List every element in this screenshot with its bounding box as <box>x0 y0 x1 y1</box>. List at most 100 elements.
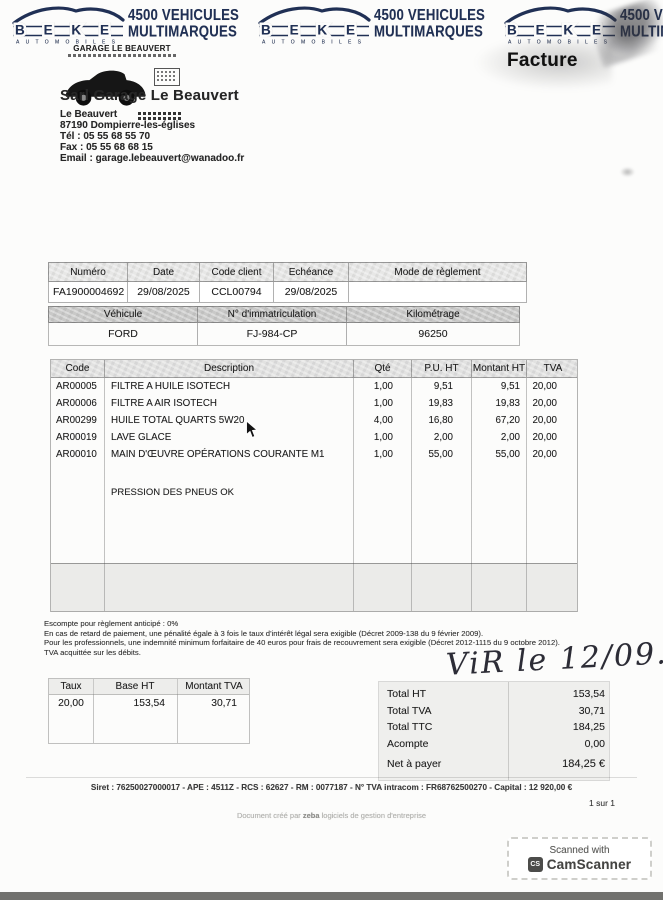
item-pu-ht: 2,00 <box>433 432 453 443</box>
item-code: AR00006 <box>56 398 97 409</box>
company-name: Sarl Garage Le Beauvert <box>60 87 239 104</box>
total-tva-value: 30,71 <box>578 704 605 717</box>
item-qty: 1,00 <box>373 398 393 409</box>
header-description: Description <box>104 360 353 377</box>
item-montant-ht: 2,00 <box>500 432 520 443</box>
item-pu-ht: 16,80 <box>428 415 453 426</box>
header-montant-tva: Montant TVA <box>185 681 243 692</box>
vehicle-table: Véhicule N° d'immatriculation Kilométrag… <box>48 306 520 346</box>
camscanner-badge: Scanned with CS CamScanner <box>507 837 652 880</box>
logo-subtext: AUTOMOBILES <box>16 40 120 46</box>
scan-edge-bar <box>0 892 663 900</box>
item-tva: 20,00 <box>532 415 557 426</box>
vat-breakdown-table: Taux Base HT Montant TVA 20,00 153,54 30… <box>48 678 250 744</box>
vat-rate: 20,00 <box>58 697 84 709</box>
header-code-client: Code client <box>199 263 273 281</box>
item-tva: 20,00 <box>532 449 557 460</box>
item-montant-ht: 19,83 <box>495 398 520 409</box>
item-row: AR00299 HUILE TOTAL QUARTS 5W20 4,00 16,… <box>51 412 577 429</box>
net-label: Net à payer <box>387 758 442 771</box>
header-code: Code <box>65 363 90 374</box>
invoice-info-value-row: FA1900004692 29/08/2025 CCL00794 29/08/2… <box>48 282 527 303</box>
total-ttc-label: Total TTC <box>387 721 433 734</box>
item-tva: 20,00 <box>532 381 557 392</box>
item-montant-ht: 67,20 <box>495 415 520 426</box>
due-date: 29/08/2025 <box>273 282 348 302</box>
company-address-line2: 87190 Dompierre-les-églises <box>60 120 196 131</box>
line-items-table: Code Description Qté P.U. HT Montant HT … <box>50 359 578 612</box>
legal-line2: En cas de retard de paiement, une pénali… <box>44 628 484 638</box>
logo-subtext: AUTOMOBILES <box>508 40 612 46</box>
created-by-brand: zeba <box>302 811 320 820</box>
car-swoosh-icon <box>258 6 371 25</box>
total-ht-value: 153,54 <box>572 688 605 701</box>
legal-line4: TVA acquittée sur les débits. <box>44 648 141 658</box>
total-ttc-value: 184,25 <box>572 721 605 734</box>
payment-mode <box>348 282 526 302</box>
created-by-line: Document créé par zeba logiciels de gest… <box>0 811 663 820</box>
header-mode-reglement: Mode de règlement <box>348 263 526 281</box>
header-kilometrage: Kilométrage <box>346 307 519 322</box>
tagline-line1: 4500 VEHICULES <box>374 6 486 25</box>
car-swoosh-icon <box>12 6 125 25</box>
header-pu-ht: P.U. HT <box>411 360 471 377</box>
stamp-bottom-text <box>138 112 182 122</box>
beke-logo-group: BEKE AUTOMOBILES 4500 VEHICULES MULTIMAR… <box>254 3 500 45</box>
item-code: AR00019 <box>56 432 97 443</box>
camscanner-icon: CS <box>527 857 543 872</box>
item-tva: 20,00 <box>532 398 557 409</box>
vat-value-row: 20,00 153,54 30,71 <box>49 695 249 711</box>
legal-line3: Pour les professionnels, une indemnité m… <box>44 638 560 648</box>
vehicle-header-row: Véhicule N° d'immatriculation Kilométrag… <box>48 306 520 323</box>
net-a-payer-row: Net à payer 184,25 € <box>379 756 609 773</box>
tagline-line2: MULTIMARQUES <box>374 22 484 41</box>
total-row: Total TTC 184,25 <box>379 719 609 736</box>
item-qty: 1,00 <box>373 449 393 460</box>
camscanner-row: CS CamScanner <box>527 857 632 872</box>
company-address-line1: Le Beauvert <box>60 109 118 120</box>
item-qty: 1,00 <box>373 432 393 443</box>
header-tva: TVA <box>526 360 579 377</box>
beke-automobiles-logo: BEKE AUTOMOBILES <box>12 6 125 46</box>
legal-line1: Escompte pour règlement anticipé : 0% <box>44 619 179 628</box>
invoice-number: FA1900004692 <box>53 286 125 298</box>
header-vehicule: Véhicule <box>103 309 143 320</box>
header-logos: BEKE AUTOMOBILES 4500 VEHICULES MULTIMAR… <box>0 3 663 45</box>
header-immatriculation: N° d'immatriculation <box>197 307 346 322</box>
company-phone: Tél : 05 55 68 55 70 <box>60 131 151 142</box>
item-montant-ht: 9,51 <box>500 381 520 392</box>
garage-stamp: GARAGE LE BEAUVERT <box>62 44 182 122</box>
header-montant-ht: Montant HT <box>471 360 526 377</box>
scan-mark-artifact <box>620 167 635 177</box>
beke-automobiles-logo: BEKE AUTOMOBILES <box>258 6 371 46</box>
item-description: HUILE TOTAL QUARTS 5W20 <box>111 415 245 426</box>
total-ht-label: Total HT <box>387 688 427 701</box>
stamp-title: GARAGE LE BEAUVERT <box>73 44 171 53</box>
item-tva: 20,00 <box>532 432 557 443</box>
scanned-with-label: Scanned with <box>549 845 610 856</box>
logo-tagline: 4500 VEHICULES MULTIMARQUES <box>128 7 239 40</box>
item-description: FILTRE A HUILE ISOTECH <box>111 381 231 392</box>
camscanner-brand: CamScanner <box>546 857 632 872</box>
total-row: Total HT 153,54 <box>379 686 609 703</box>
acompte-value: 0,00 <box>584 737 605 750</box>
company-block: Sarl Garage Le Beauvert Le Beauvert 8719… <box>60 87 244 164</box>
company-fax: Fax : 05 55 68 68 15 <box>60 142 153 153</box>
logo-tagline: 4500 VEHICULES MULTIMARQUES <box>374 7 485 40</box>
totals-block: Total HT 153,54 Total TVA 30,71 Total TT… <box>378 681 610 781</box>
vehicle-make: FORD <box>108 328 138 340</box>
header-echeance: Echéance <box>273 263 348 281</box>
legal-conditions: Escompte pour règlement anticipé : 0% En… <box>44 619 624 658</box>
item-row: AR00019 LAVE GLACE 1,00 2,00 2,00 20,00 <box>51 429 577 446</box>
page-number: 1 sur 1 <box>589 798 615 808</box>
vehicle-value-row: FORD FJ-984-CP 96250 <box>48 323 520 346</box>
logo-subtext: AUTOMOBILES <box>262 40 366 46</box>
vat-header-row: Taux Base HT Montant TVA <box>49 679 249 695</box>
client-code: CCL00794 <box>199 282 273 302</box>
footer-divider <box>26 777 637 778</box>
net-value: 184,25 € <box>562 758 605 771</box>
total-row: Acompte 0,00 <box>379 736 609 753</box>
items-free-note: PRESSION DES PNEUS OK <box>111 487 235 498</box>
item-pu-ht: 19,83 <box>428 398 453 409</box>
